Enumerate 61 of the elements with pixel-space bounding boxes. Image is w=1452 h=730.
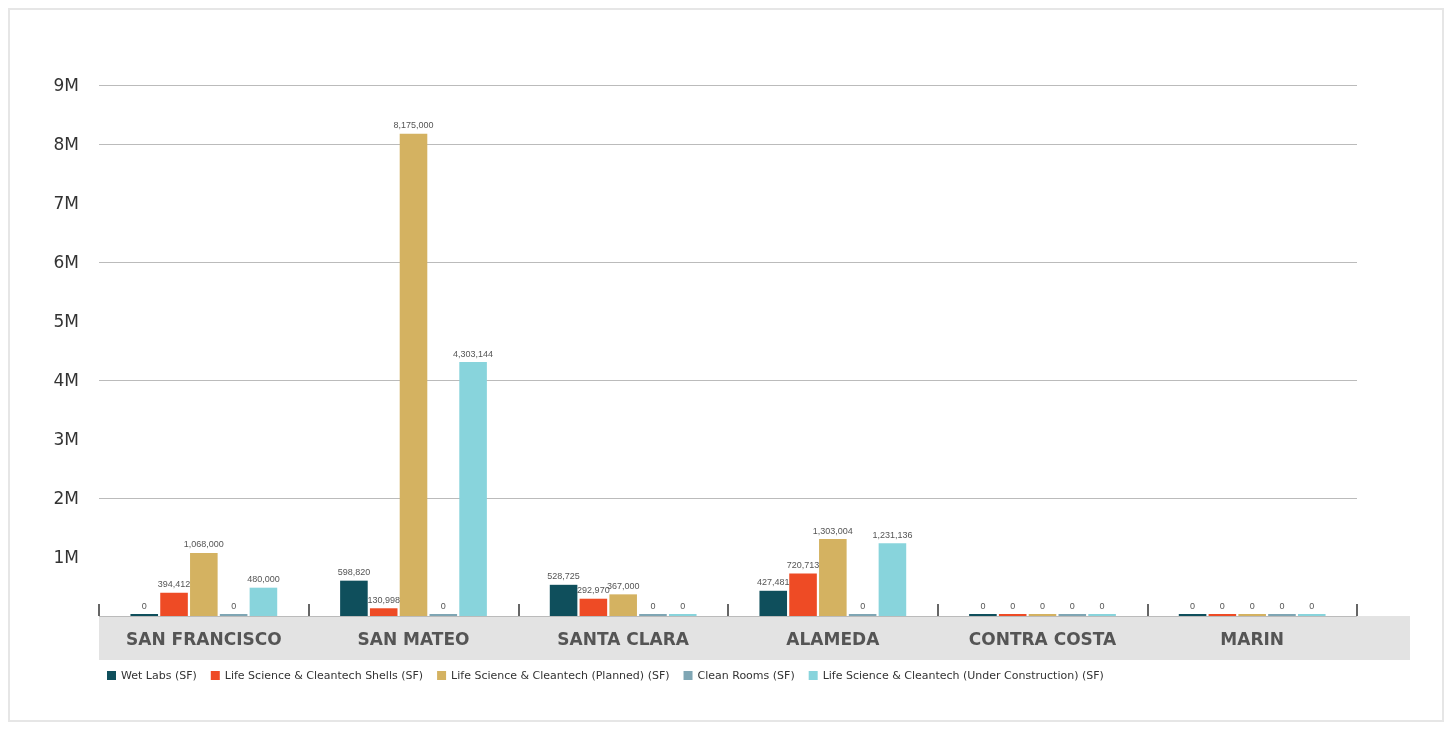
legend-label: Life Science & Cleantech (Planned) (SF) xyxy=(451,669,670,682)
bar xyxy=(190,552,218,616)
bar xyxy=(759,590,788,616)
x-tick-label: MARIN xyxy=(1220,628,1285,649)
data-label: 480,000 xyxy=(247,574,280,585)
y-tick-label: 9M xyxy=(53,75,79,95)
y-tick-label: 5M xyxy=(53,311,79,331)
y-tick-label: 6M xyxy=(53,252,79,272)
data-label: 0 xyxy=(1309,600,1315,611)
data-label: 0 xyxy=(440,600,446,611)
data-label: 0 xyxy=(1219,600,1225,611)
y-tick-label: 3M xyxy=(53,429,79,449)
data-label: 0 xyxy=(1190,600,1196,611)
bar xyxy=(160,592,188,616)
data-label: 0 xyxy=(1099,600,1105,611)
data-label: 0 xyxy=(231,600,237,611)
data-label: 0 xyxy=(860,600,866,611)
x-tick-label: SAN MATEO xyxy=(357,628,470,649)
y-tick-label: 8M xyxy=(53,134,79,154)
bar xyxy=(819,539,847,616)
data-label: 528,725 xyxy=(547,571,580,582)
y-tick-label: 4M xyxy=(53,370,79,390)
x-tick-label: CONTRA COSTA xyxy=(968,628,1118,649)
x-tick-label: ALAMEDA xyxy=(786,628,881,649)
legend-label: Wet Labs (SF) xyxy=(121,669,197,682)
bar xyxy=(459,362,487,616)
data-label: 394,412 xyxy=(157,579,191,590)
data-label: 8,175,000 xyxy=(393,120,434,131)
legend-label: Life Science & Cleantech (Under Construction) (SF) xyxy=(822,669,1104,682)
data-label: 0 xyxy=(650,600,656,611)
bar xyxy=(549,584,578,616)
data-label: 0 xyxy=(141,600,147,611)
bar xyxy=(579,598,608,616)
data-label: 598,820 xyxy=(337,567,371,578)
legend-label: Life Science & Cleantech Shells (SF) xyxy=(224,669,424,682)
data-label: 0 xyxy=(1010,600,1016,611)
legend-label: Clean Rooms (SF) xyxy=(697,669,795,682)
bar xyxy=(609,594,637,616)
data-label: 0 xyxy=(1069,600,1075,611)
bar xyxy=(369,608,398,616)
data-label: 1,231,136 xyxy=(872,529,913,540)
data-label: 1,068,000 xyxy=(183,539,224,550)
y-tick-label: 1M xyxy=(53,547,79,567)
data-label: 0 xyxy=(1039,600,1046,611)
data-label: 1,303,004 xyxy=(812,525,853,536)
x-tick-label: SANTA CLARA xyxy=(557,628,690,649)
data-label: 130,998 xyxy=(367,594,400,605)
y-tick-label: 2M xyxy=(53,488,79,508)
bar xyxy=(249,587,278,616)
y-tick-label: 7M xyxy=(53,193,79,213)
bar xyxy=(878,543,907,616)
data-label: 0 xyxy=(680,600,686,611)
data-label: 720,713 xyxy=(786,559,820,570)
bar xyxy=(789,573,817,616)
bar xyxy=(340,580,368,616)
data-label: 4,303,144 xyxy=(453,348,494,359)
x-tick-label: SAN FRANCISCO xyxy=(126,628,282,649)
data-label: 427,481 xyxy=(756,577,790,588)
data-label: 0 xyxy=(1249,600,1255,611)
data-label: 0 xyxy=(980,600,986,611)
data-label: 0 xyxy=(1279,600,1285,611)
